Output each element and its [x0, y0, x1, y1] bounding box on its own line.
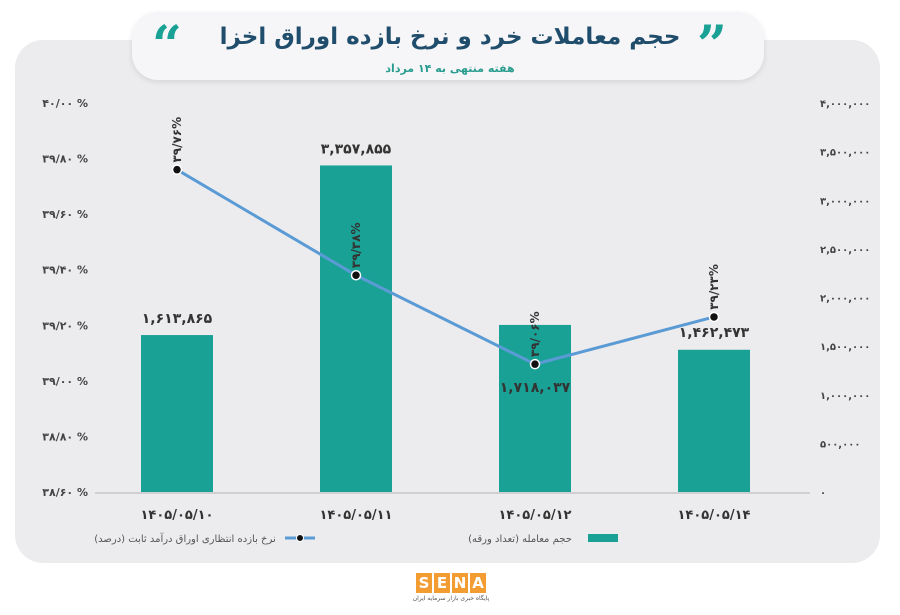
legend-line-marker — [296, 534, 304, 542]
bar-value-label: ۳,۳۵۷,۸۵۵ — [321, 141, 392, 157]
line-value-label: ۳۹/۳۸% — [349, 222, 363, 268]
x-tick-label: ۱۴۰۵/۰۵/۱۰ — [141, 508, 214, 523]
y-left-tick-label: ۳۹/۰۰ % — [42, 375, 88, 388]
line-value-label: ۳۹/۰۶% — [528, 311, 542, 357]
line-point — [171, 164, 183, 175]
bar-value-label: ۱,۴۶۲,۴۷۳ — [679, 325, 750, 341]
y-right-tick-label: ۰ — [820, 488, 826, 499]
series-line — [176, 168, 715, 366]
y-right-tick-label: ۴,۰۰۰,۰۰۰ — [820, 99, 870, 110]
bar — [678, 349, 750, 492]
legend-bar-label: حجم معامله (تعداد ورقه) — [468, 534, 572, 545]
legend-line-label: نرخ بازده انتظاری اوراق درآمد ثابت (درصد… — [94, 532, 276, 545]
y-right-tick-label: ۲,۰۰۰,۰۰۰ — [820, 294, 870, 305]
legend-bar-swatch — [588, 534, 618, 542]
line-point — [350, 270, 362, 281]
y-right-tick-label: ۵۰۰,۰۰۰ — [820, 439, 860, 450]
y-right-tick-label: ۲,۵۰۰,۰۰۰ — [820, 245, 870, 256]
y-right-tick-label: ۱,۰۰۰,۰۰۰ — [820, 391, 870, 402]
line-point — [529, 358, 541, 370]
logo-tagline: پایگاه خبری بازار سرمایه ایران — [412, 595, 490, 602]
chart-title: حجم معاملات خرد و نرخ بازده اوراق اخزا — [219, 24, 681, 50]
quote-open-icon: “ — [152, 15, 182, 76]
y-left-tick-label: ۳۸/۶۰ % — [42, 486, 88, 499]
x-tick-label: ۱۴۰۵/۰۵/۱۱ — [320, 508, 393, 523]
y-left-tick-label: ۳۹/۴۰ % — [42, 264, 88, 277]
y-left-tick-label: ۴۰/۰۰ % — [42, 97, 88, 110]
logo-letter: E — [434, 573, 450, 593]
line-value-label: ۳۹/۷۶% — [170, 117, 184, 163]
y-left-tick-label: ۳۸/۸۰ % — [42, 430, 88, 443]
x-tick-label: ۱۴۰۵/۰۵/۱۲ — [499, 508, 572, 523]
y-left-tick-label: ۳۹/۶۰ % — [42, 208, 88, 221]
line-point — [708, 311, 720, 323]
y-left-tick-label: ۳۹/۸۰ % — [42, 153, 88, 166]
chart-subtitle: هفته منتهی به ۱۴ مرداد — [385, 62, 515, 75]
sena-logo: S E N A پایگاه خبری بازار سرمایه ایران — [411, 573, 491, 609]
line-value-label: ۳۹/۲۳% — [707, 264, 721, 310]
logo-letter: N — [452, 573, 468, 593]
quote-close-icon: ” — [697, 15, 727, 76]
bar-value-label: ۱,۷۱۸,۰۳۷ — [500, 380, 571, 396]
y-left-tick-label: ۳۹/۲۰ % — [42, 319, 88, 332]
bar-value-label: ۱,۶۱۳,۸۶۵ — [142, 311, 213, 327]
bar — [320, 165, 392, 492]
title-banner — [132, 12, 764, 80]
x-tick-label: ۱۴۰۵/۰۵/۱۴ — [678, 508, 751, 523]
logo-letter: S — [416, 573, 432, 593]
logo-letter: A — [470, 573, 486, 593]
y-right-tick-label: ۱,۵۰۰,۰۰۰ — [820, 342, 870, 353]
y-right-tick-label: ۳,۰۰۰,۰۰۰ — [820, 196, 870, 207]
y-right-tick-label: ۳,۵۰۰,۰۰۰ — [820, 148, 870, 159]
bar — [141, 335, 213, 492]
